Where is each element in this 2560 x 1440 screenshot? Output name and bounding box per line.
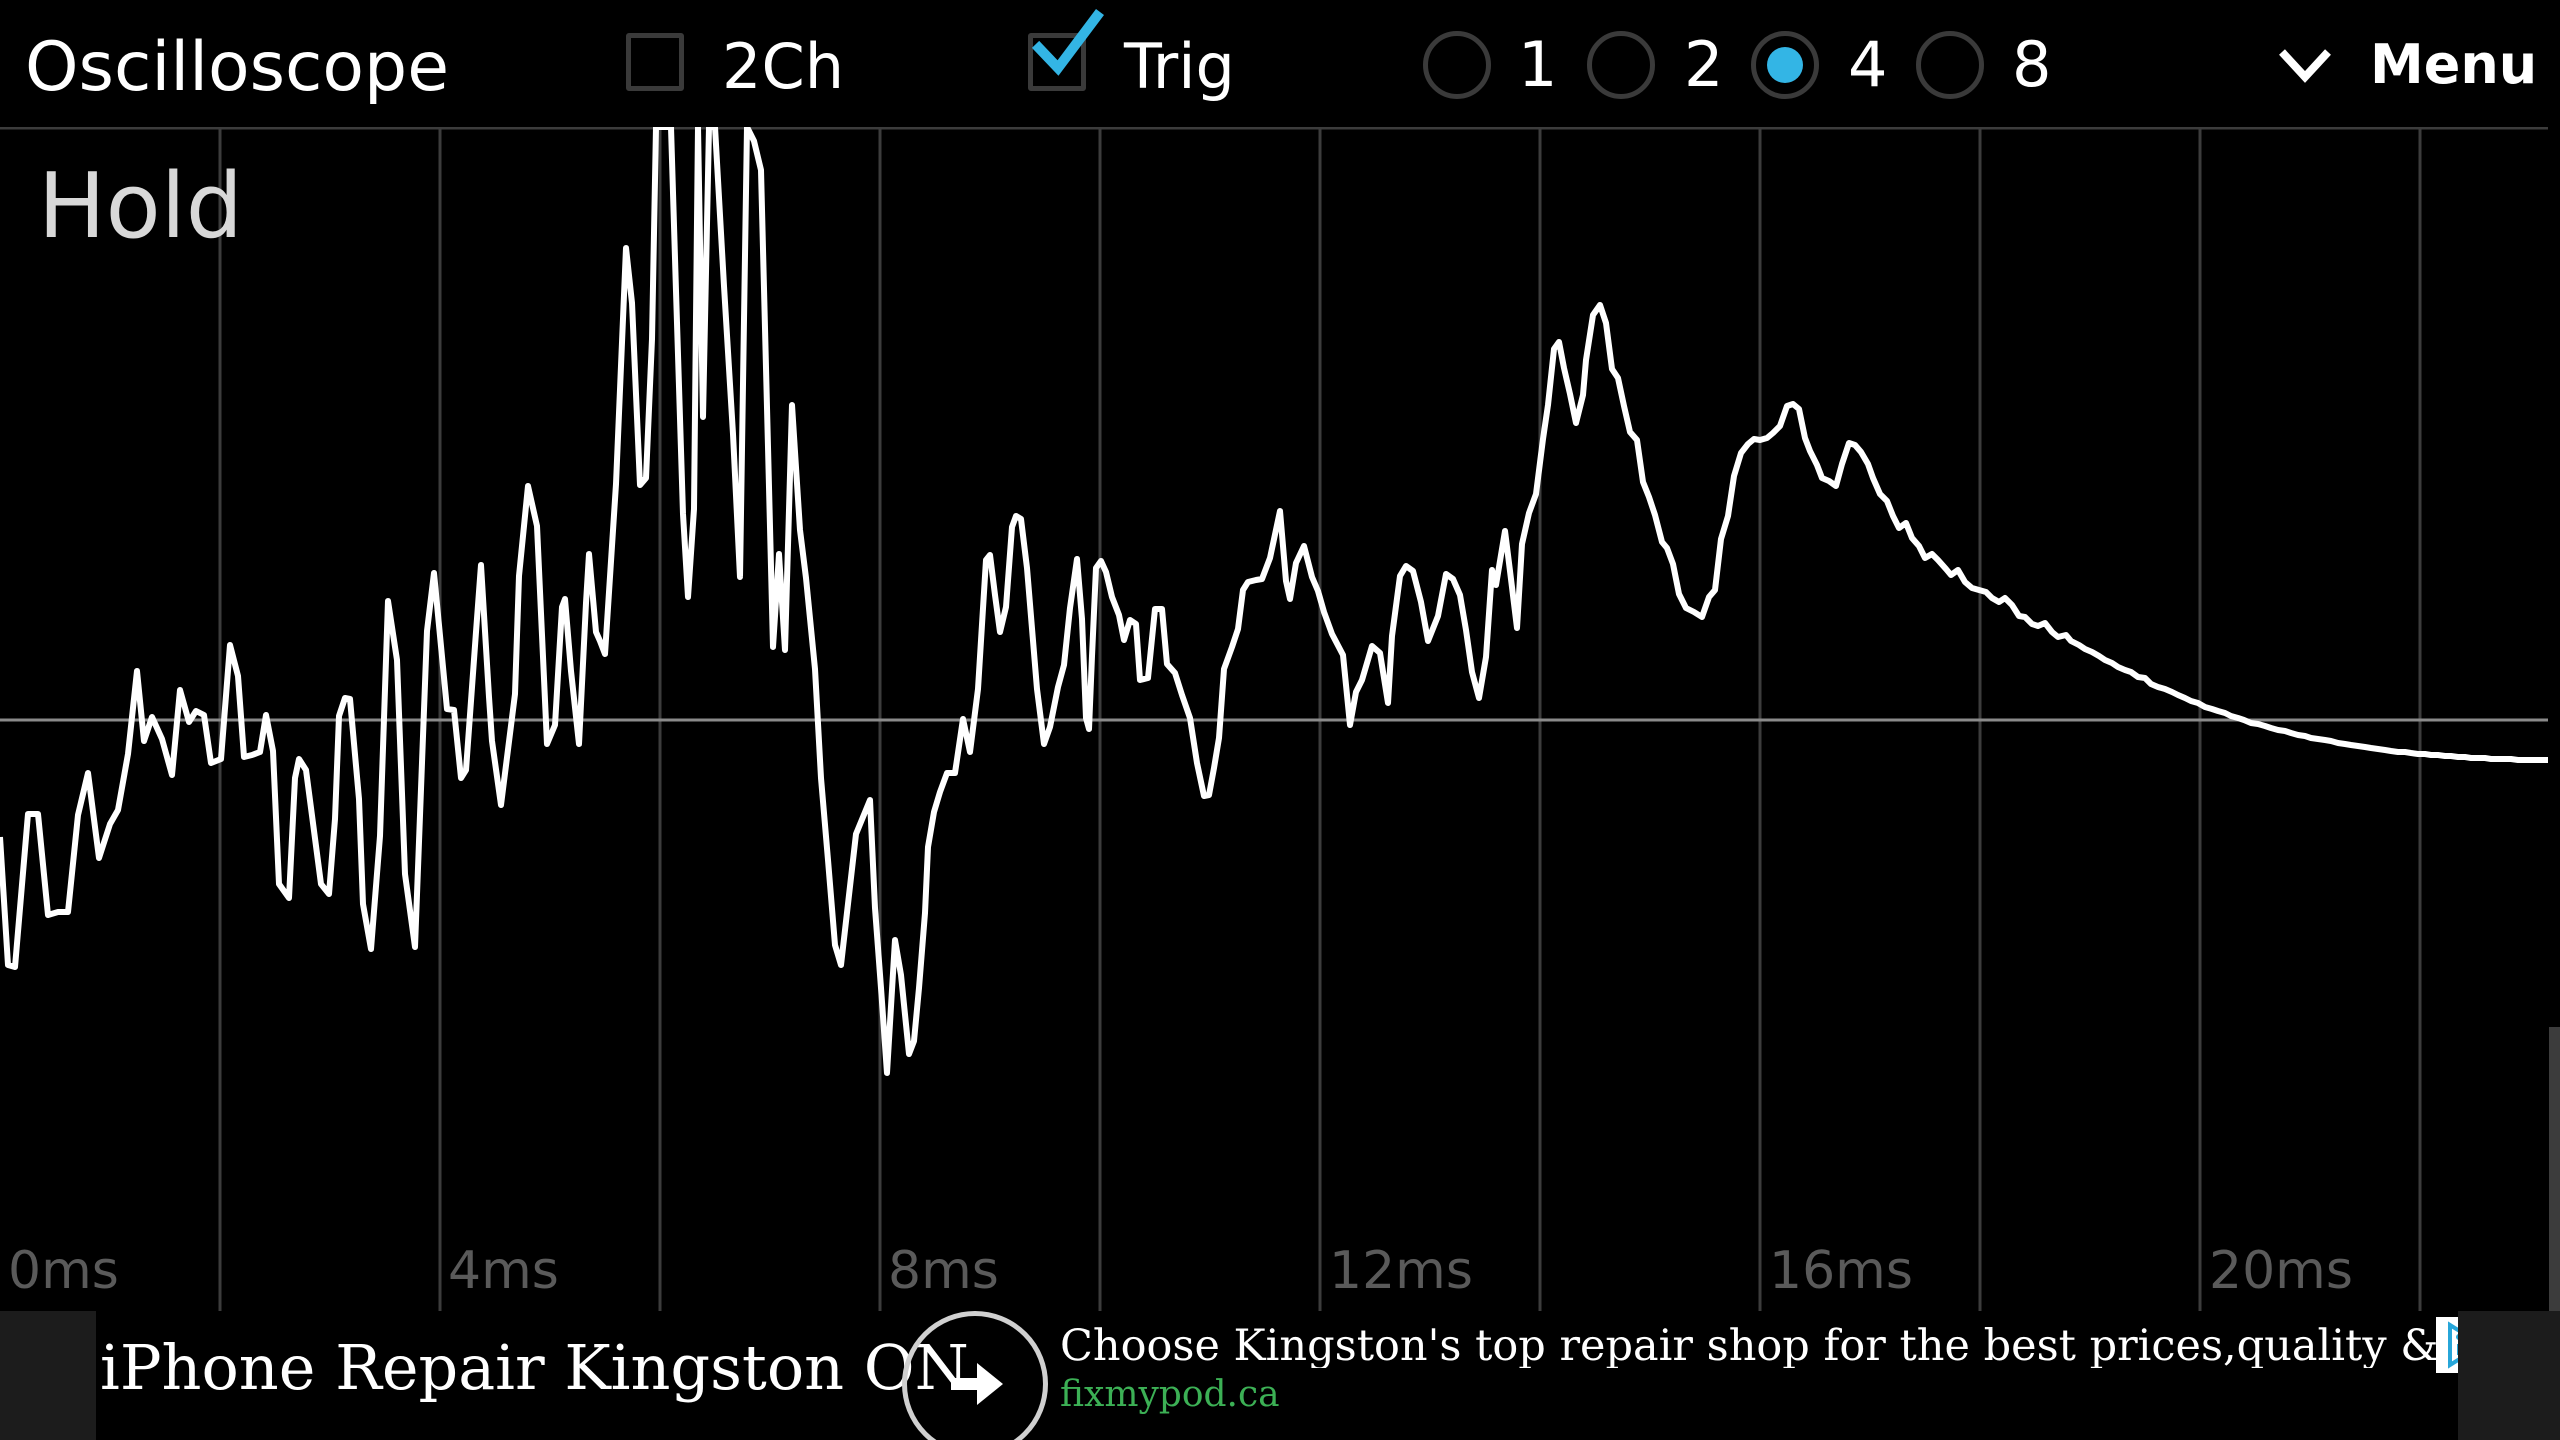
time-label-0: 0ms: [8, 1241, 119, 1301]
two-channel-label: 2Ch: [722, 30, 845, 103]
time-label-4: 16ms: [1769, 1241, 1913, 1301]
ad-arrow-button[interactable]: [902, 1311, 1048, 1440]
timebase-label-1: 1: [1518, 28, 1558, 101]
time-label-3: 12ms: [1329, 1241, 1473, 1301]
timebase-radio-1[interactable]: [1423, 31, 1491, 99]
menu-label: Menu: [2370, 33, 2538, 96]
ad-description[interactable]: Choose Kingston's top repair shop for th…: [1060, 1325, 2440, 1368]
ad-content[interactable]: iPhone Repair Kingston ON Choose Kingsto…: [96, 1311, 2458, 1440]
time-label-1: 4ms: [448, 1241, 559, 1301]
timebase-label-8: 8: [2012, 28, 2052, 101]
ad-banner[interactable]: iPhone Repair Kingston ON Choose Kingsto…: [0, 1311, 2560, 1440]
timebase-radio-4[interactable]: [1751, 31, 1819, 99]
checkmark-icon: [1031, 9, 1104, 76]
trigger-checkbox[interactable]: [1028, 9, 1104, 91]
timebase-label-4: 4: [1848, 28, 1888, 101]
two-channel-checkbox[interactable]: [626, 33, 684, 91]
time-label-5: 20ms: [2209, 1241, 2353, 1301]
scope-display[interactable]: [0, 127, 2560, 1437]
timebase-radio-8[interactable]: [1916, 31, 1984, 99]
scope-scrollbar[interactable]: [2549, 1027, 2560, 1437]
action-bar: Oscilloscope 2Ch Trig 1 2 4 8: [0, 0, 2560, 128]
time-label-2: 8ms: [888, 1241, 999, 1301]
adchoices-button[interactable]: [2436, 1317, 2458, 1373]
hold-status[interactable]: Hold: [38, 154, 243, 259]
trigger-label: Trig: [1124, 30, 1235, 103]
arrow-right-icon: [951, 1363, 1003, 1405]
signal-trace: [0, 127, 2548, 1076]
app-title: Oscilloscope: [25, 28, 450, 107]
scope-canvas: [0, 127, 2548, 1311]
timebase-label-2: 2: [1684, 28, 1724, 101]
ad-url[interactable]: fixmypod.ca: [1060, 1374, 1280, 1415]
chevron-down-icon[interactable]: [2276, 46, 2334, 86]
adchoices-icon: [2448, 1321, 2458, 1369]
timebase-radio-2[interactable]: [1587, 31, 1655, 99]
ad-headline[interactable]: iPhone Repair Kingston ON: [100, 1331, 969, 1404]
